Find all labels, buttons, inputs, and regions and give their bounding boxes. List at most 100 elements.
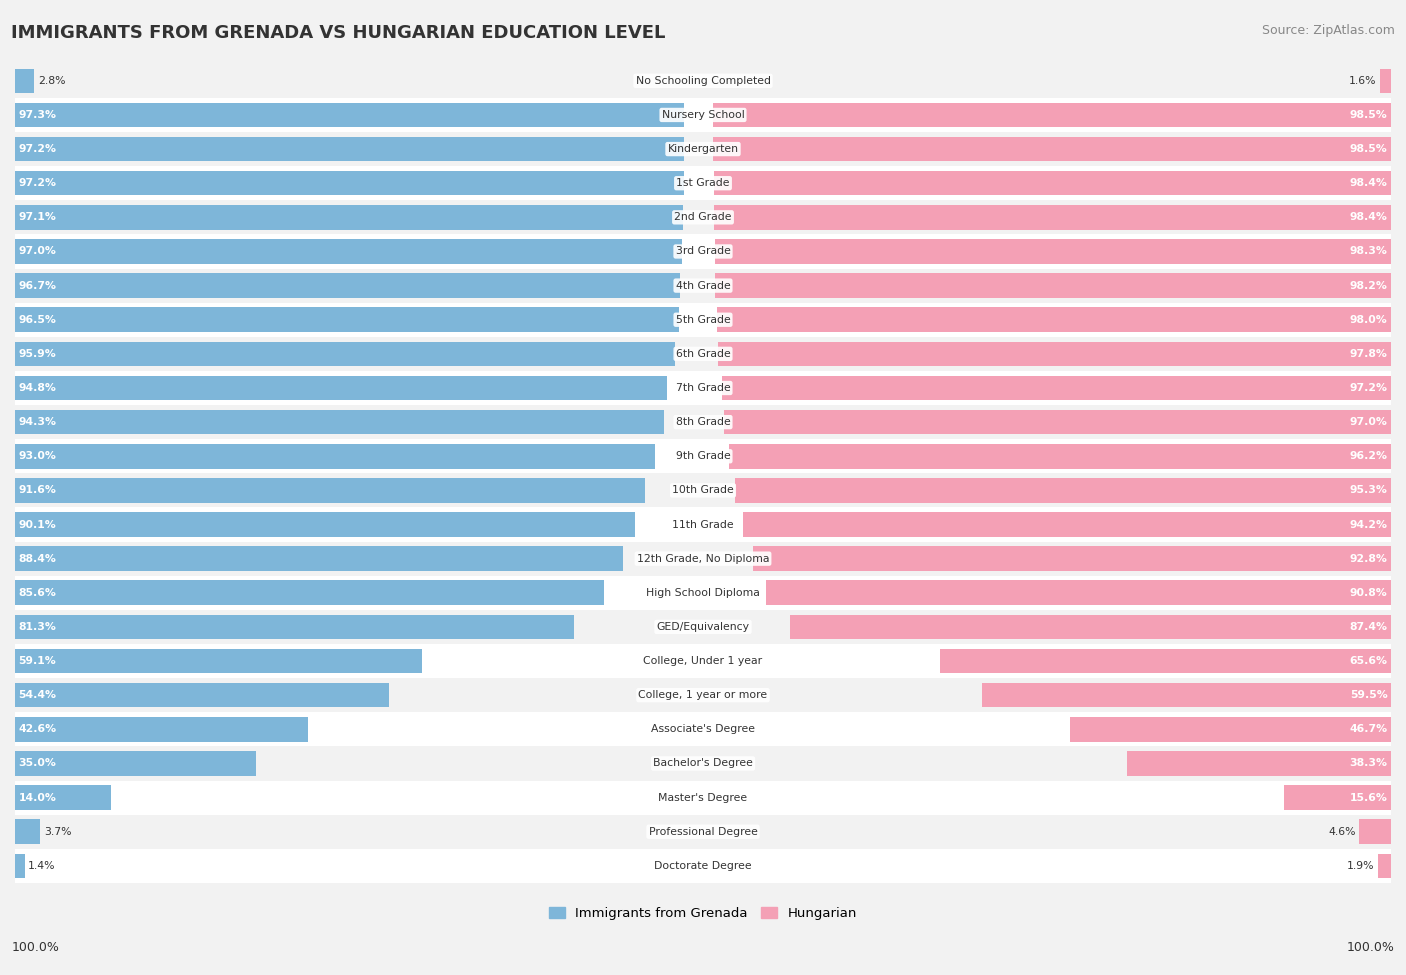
Text: 1.6%: 1.6% [1348,76,1376,86]
Bar [15,205,683,230]
Bar [15,473,1391,507]
Bar [15,541,1391,575]
Bar [939,648,1391,674]
Text: 1.4%: 1.4% [28,861,56,871]
Text: 97.3%: 97.3% [18,110,56,120]
Text: 98.5%: 98.5% [1350,110,1388,120]
Bar [15,136,683,162]
Bar [15,609,1391,644]
Text: Kindergarten: Kindergarten [668,144,738,154]
Bar [15,410,664,435]
Text: 94.8%: 94.8% [18,383,56,393]
Bar [15,239,682,264]
Bar [15,307,679,332]
Bar [15,785,111,810]
Bar [15,439,1391,473]
Bar [15,678,1391,713]
Text: 10th Grade: 10th Grade [672,486,734,495]
Bar [15,63,1391,98]
Bar [714,239,1391,264]
Bar [1128,751,1391,776]
Bar [1381,68,1391,93]
Text: 38.3%: 38.3% [1350,759,1388,768]
Text: 96.7%: 96.7% [18,281,56,291]
Text: 2nd Grade: 2nd Grade [675,213,731,222]
Text: 98.3%: 98.3% [1350,247,1388,256]
Bar [15,575,1391,609]
Bar [15,853,25,878]
Text: 97.8%: 97.8% [1350,349,1388,359]
Bar [15,478,645,503]
Text: 97.2%: 97.2% [18,144,56,154]
Bar [15,682,389,708]
Text: 91.6%: 91.6% [18,486,56,495]
Bar [714,171,1391,196]
Text: 65.6%: 65.6% [1350,656,1388,666]
Bar [724,410,1391,435]
Bar [766,580,1391,605]
Bar [15,751,256,776]
Text: 42.6%: 42.6% [18,724,56,734]
Text: 3.7%: 3.7% [44,827,72,837]
Bar [15,444,655,469]
Text: 97.0%: 97.0% [1350,417,1388,427]
Text: 59.5%: 59.5% [1350,690,1388,700]
Bar [752,546,1391,571]
Bar [717,307,1391,332]
Bar [15,849,1391,883]
Text: 46.7%: 46.7% [1350,724,1388,734]
Text: 93.0%: 93.0% [18,451,56,461]
Text: Professional Degree: Professional Degree [648,827,758,837]
Text: 3rd Grade: 3rd Grade [675,247,731,256]
Bar [15,546,623,571]
Text: 9th Grade: 9th Grade [676,451,730,461]
Text: No Schooling Completed: No Schooling Completed [636,76,770,86]
Bar [713,102,1391,127]
Bar [15,747,1391,781]
Text: 59.1%: 59.1% [18,656,56,666]
Text: 5th Grade: 5th Grade [676,315,730,325]
Bar [15,166,1391,200]
Text: Associate's Degree: Associate's Degree [651,724,755,734]
Text: 88.4%: 88.4% [18,554,56,564]
Bar [15,614,574,640]
Text: 90.8%: 90.8% [1350,588,1388,598]
Text: 12th Grade, No Diploma: 12th Grade, No Diploma [637,554,769,564]
Bar [15,234,1391,268]
Bar [981,682,1391,708]
Bar [15,648,422,674]
Bar [15,819,41,844]
Bar [742,512,1391,537]
Text: Bachelor's Degree: Bachelor's Degree [652,759,754,768]
Text: 1st Grade: 1st Grade [676,178,730,188]
Text: 14.0%: 14.0% [18,793,56,802]
Bar [15,273,681,298]
Bar [15,132,1391,166]
Text: Source: ZipAtlas.com: Source: ZipAtlas.com [1261,24,1395,37]
Bar [790,614,1391,640]
Text: 81.3%: 81.3% [18,622,56,632]
Bar [1360,819,1391,844]
Text: 11th Grade: 11th Grade [672,520,734,529]
Bar [730,444,1391,469]
Bar [15,644,1391,678]
Text: 98.4%: 98.4% [1350,178,1388,188]
Text: 100.0%: 100.0% [11,941,59,954]
Text: 7th Grade: 7th Grade [676,383,730,393]
Bar [15,171,683,196]
Text: 98.0%: 98.0% [1350,315,1388,325]
Text: College, Under 1 year: College, Under 1 year [644,656,762,666]
Text: IMMIGRANTS FROM GRENADA VS HUNGARIAN EDUCATION LEVEL: IMMIGRANTS FROM GRENADA VS HUNGARIAN EDU… [11,24,665,42]
Text: 94.3%: 94.3% [18,417,56,427]
Bar [15,370,1391,405]
Text: 90.1%: 90.1% [18,520,56,529]
Text: 97.2%: 97.2% [1350,383,1388,393]
Bar [1378,853,1391,878]
Bar [735,478,1391,503]
Bar [15,341,675,367]
Bar [15,336,1391,370]
Text: 98.4%: 98.4% [1350,213,1388,222]
Text: 98.5%: 98.5% [1350,144,1388,154]
Text: 100.0%: 100.0% [1347,941,1395,954]
Bar [714,205,1391,230]
